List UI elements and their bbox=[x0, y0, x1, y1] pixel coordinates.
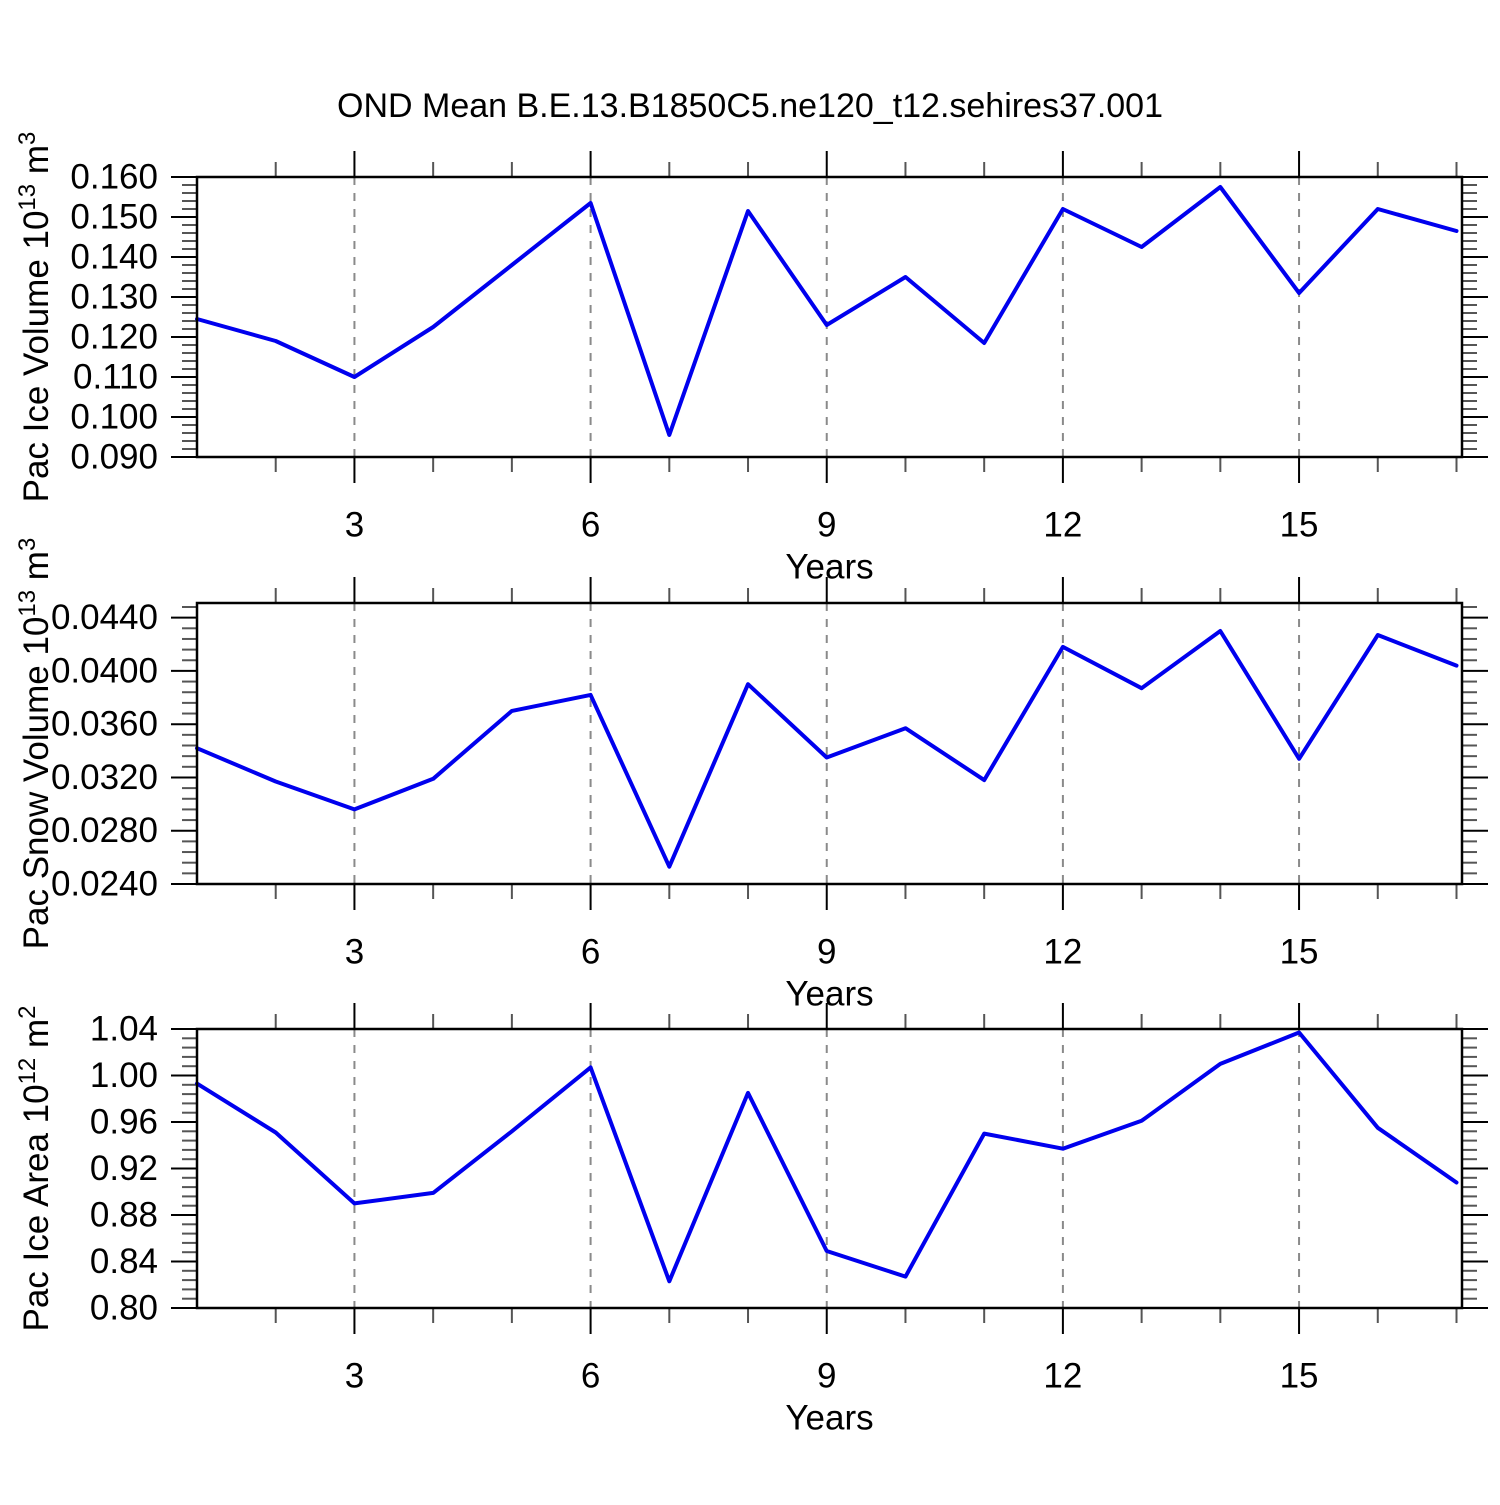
x-axis-title: Years bbox=[785, 975, 873, 1014]
y-tick-label: 0.92 bbox=[90, 1149, 158, 1188]
x-tick-label: 9 bbox=[817, 933, 836, 972]
y-tick-label: 0.160 bbox=[70, 158, 158, 197]
x-tick-label: 15 bbox=[1280, 1357, 1319, 1396]
x-tick-label: 6 bbox=[581, 506, 600, 545]
data-line bbox=[195, 185, 1459, 437]
plot-pac-ice-area: 1.04 1.00 0.96 0.92 0.88 0.84 0.80 3 6 9 12 15 Years… bbox=[14, 1003, 1488, 1438]
y-tick-label: 0.110 bbox=[73, 358, 158, 397]
y-axis-title: Pac Ice Area 1012 m2 bbox=[14, 1005, 56, 1331]
y-tick-label: 0.0280 bbox=[51, 811, 158, 850]
y-tick-label: 0.88 bbox=[90, 1196, 158, 1235]
axis-box bbox=[195, 175, 1464, 459]
x-tick-label: 15 bbox=[1280, 506, 1319, 545]
axis-box bbox=[195, 601, 1464, 886]
y-tick-label: 0.96 bbox=[90, 1103, 158, 1142]
x-axis-title: Years bbox=[785, 548, 873, 587]
data-line bbox=[195, 629, 1459, 869]
x-tick-label: 12 bbox=[1043, 1357, 1082, 1396]
y-tick-label: 0.150 bbox=[70, 198, 158, 237]
data-line bbox=[195, 1030, 1459, 1284]
y-tick-label: 0.0240 bbox=[51, 865, 158, 904]
y-tick-label: 0.140 bbox=[70, 238, 158, 277]
y-tick-label: 0.0400 bbox=[51, 651, 158, 690]
plot-pac-snow-volume: 0.0440 0.0400 0.0360 0.0320 0.0280 0.0240 3 6 9 1… bbox=[14, 538, 1488, 1014]
y-tick-label: 0.100 bbox=[70, 398, 158, 437]
x-tick-label: 3 bbox=[345, 1357, 364, 1396]
y-axis-title: Pac Snow Volume 1013 m3 bbox=[14, 538, 56, 950]
x-tick-label: 9 bbox=[817, 1357, 836, 1396]
axis-box bbox=[195, 1027, 1464, 1310]
y-tick-label: 0.130 bbox=[70, 278, 158, 317]
y-tick-label: 0.80 bbox=[90, 1289, 158, 1328]
x-tick-label: 6 bbox=[581, 933, 600, 972]
y-axis-title: Pac Ice Volume 1013 m3 bbox=[14, 132, 56, 503]
figure-title: OND Mean B.E.13.B1850C5.ne120_t12.sehire… bbox=[337, 87, 1163, 125]
y-tick-label: 1.00 bbox=[90, 1056, 158, 1095]
y-tick-label: 0.0440 bbox=[51, 598, 158, 637]
y-tick-label: 0.0360 bbox=[51, 705, 158, 744]
x-tick-label: 15 bbox=[1280, 933, 1319, 972]
x-tick-label: 3 bbox=[345, 506, 364, 545]
y-tick-label: 0.0320 bbox=[51, 758, 158, 797]
x-tick-label: 6 bbox=[581, 1357, 600, 1396]
x-tick-label: 12 bbox=[1043, 506, 1082, 545]
x-tick-label: 3 bbox=[345, 933, 364, 972]
plot-pac-ice-volume: 0.1600.1500.1400.1300.1200.1100.1000.090… bbox=[14, 132, 1488, 587]
y-tick-label: 0.120 bbox=[70, 318, 158, 357]
y-tick-label: 0.090 bbox=[70, 438, 158, 477]
x-tick-label: 12 bbox=[1043, 933, 1082, 972]
y-tick-label: 1.04 bbox=[90, 1010, 158, 1049]
x-axis-title: Years bbox=[785, 1399, 873, 1438]
y-tick-label: 0.84 bbox=[90, 1242, 158, 1281]
x-tick-label: 9 bbox=[817, 506, 836, 545]
